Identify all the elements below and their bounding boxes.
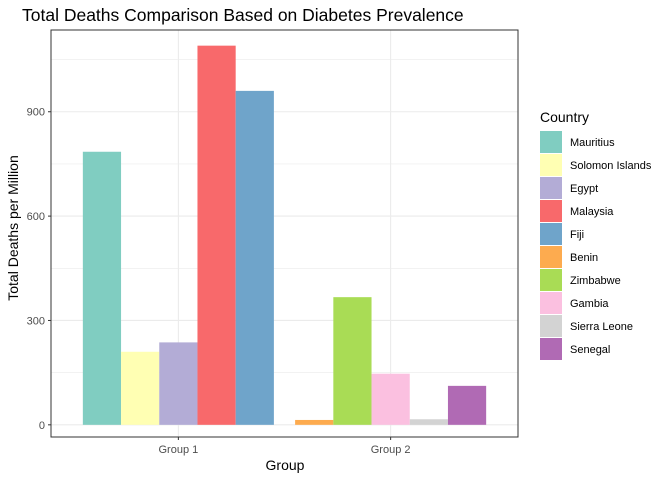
legend-key [540,292,562,314]
legend-title: Country [540,109,589,125]
bar-fiji [235,90,274,425]
y-tick-label: 300 [27,315,45,327]
y-tick-label: 600 [27,211,45,223]
bar-solomon-islands [121,351,160,425]
legend-key [540,223,562,245]
legend-label: Zimbabwe [570,275,621,287]
bar-malaysia [197,45,236,425]
legend-label: Fiji [570,229,584,241]
x-axis-title: Group [266,457,305,473]
y-tick-label: 900 [27,107,45,119]
legend: Country Mauritius Solomon Islands Egypt Mal… [540,109,652,360]
legend-key [540,200,562,222]
legend-key [540,338,562,360]
panel-border [50,29,519,438]
x-tick-label: Group 1 [158,444,198,456]
legend-key [540,246,562,268]
legend-key [540,177,562,199]
y-tick-label: 0 [39,420,45,432]
plot-panel: 0 300 600 900 Group 1 Group 2 [27,29,519,456]
y-axis-title: Total Deaths per Million [5,155,21,301]
bar-mauritius [82,151,122,425]
legend-label: Benin [570,252,598,264]
bar-egypt [159,342,198,425]
legend-key [540,315,562,337]
legend-label: Solomon Islands [570,160,652,172]
legend-key [540,154,562,176]
legend-label: Senegal [570,344,610,356]
legend-label: Malaysia [570,206,614,218]
legend-label: Mauritius [570,137,615,149]
bar-zimbabwe [333,297,372,425]
legend-key [540,269,562,291]
bar-gambia [371,373,410,425]
x-tick-label: Group 2 [371,444,411,456]
bar-sierra-leone [409,419,448,425]
bar-senegal [447,385,487,425]
bar-benin [295,419,334,425]
legend-label: Egypt [570,183,598,195]
legend-label: Gambia [570,298,609,310]
chart-title: Total Deaths Comparison Based on Diabete… [22,5,464,25]
legend-label: Sierra Leone [570,321,633,333]
legend-key [540,131,562,153]
